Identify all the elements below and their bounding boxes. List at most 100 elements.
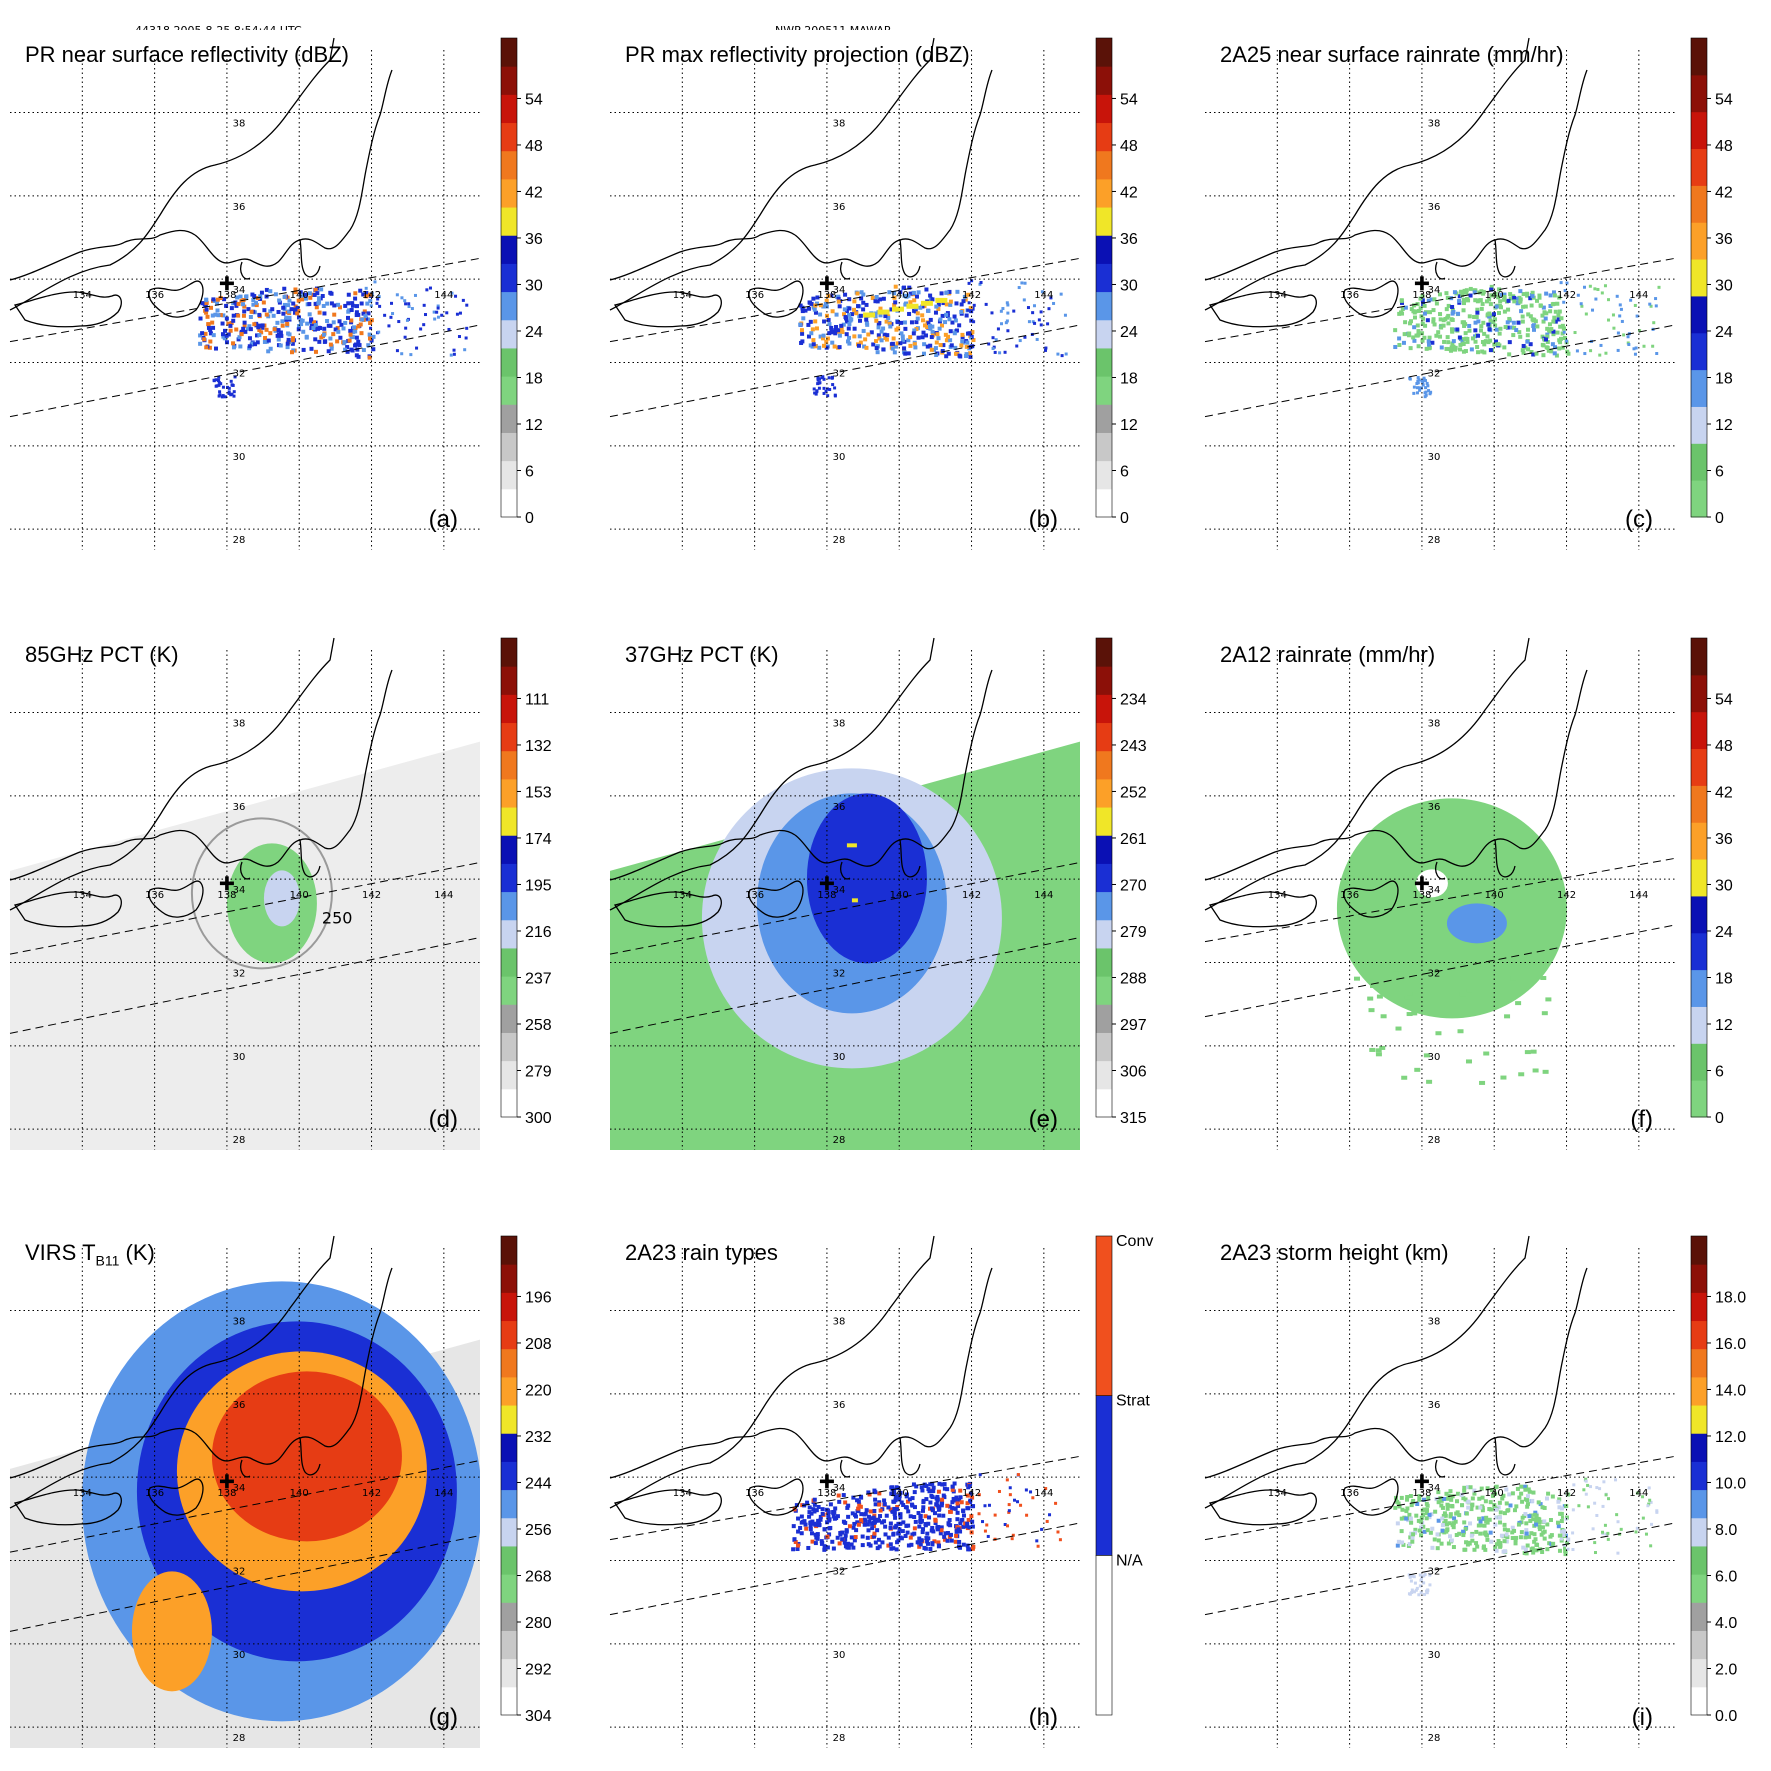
precip-pixel (953, 318, 958, 323)
precip-pixel (946, 351, 951, 356)
colorbar-segment (501, 460, 517, 490)
precip-pixel (812, 307, 817, 312)
colorbar-segment (501, 807, 517, 836)
colorbar-segment (1691, 74, 1707, 113)
precip-pixel (1540, 1525, 1545, 1530)
precip-pixel (991, 347, 995, 351)
precip-pixel (260, 323, 265, 328)
precip-pixel (1003, 350, 1007, 354)
precip-pixel (1542, 1519, 1547, 1524)
precip-pixel (328, 323, 333, 328)
precip-pixel (247, 324, 252, 329)
colorbar-segment (1096, 1088, 1112, 1118)
panel-title: 85GHz PCT (K) (25, 642, 179, 667)
precip-pixel (1555, 330, 1560, 335)
precip-pixel (1528, 314, 1533, 319)
precip-pixel (1501, 1493, 1506, 1498)
rain-type-pixel (867, 1492, 872, 1497)
rain-type-pixel (912, 1490, 917, 1495)
rain-type-pixel (857, 1502, 862, 1507)
rain-type-pixel (828, 1502, 833, 1507)
precip-pixel (1455, 327, 1460, 332)
precip-pixel (884, 337, 889, 342)
precip-pixel (410, 307, 414, 311)
precip-pixel (829, 325, 834, 330)
rain-type-pixel (1040, 1527, 1044, 1531)
precip-pixel (1571, 1508, 1575, 1512)
precip-pixel (1422, 303, 1427, 308)
precip-pixel (1530, 294, 1535, 299)
colorbar-frame (1690, 1235, 1708, 1716)
precip-pixel (1533, 1510, 1538, 1515)
precip-pixel (358, 288, 363, 293)
precip-pixel (237, 335, 242, 340)
precip-pixel (1423, 379, 1427, 383)
precip-pixel (221, 385, 225, 389)
rain-type-pixel (873, 1540, 878, 1545)
precip-pixel (1521, 292, 1526, 297)
colorbar-tick-label: 30 (1120, 277, 1138, 294)
precip-pixel (1448, 1489, 1453, 1494)
precip-pixel (1612, 326, 1616, 330)
precip-pixel (1005, 319, 1009, 323)
precip-pixel (813, 344, 818, 349)
precip-pixel (1557, 1497, 1562, 1502)
precip-pixel (1559, 1530, 1563, 1534)
precip-pixel (856, 304, 861, 309)
precip-pixel (1475, 310, 1480, 315)
precip-pixel (907, 311, 912, 316)
precip-pixel (1460, 320, 1465, 325)
precip-pixel (1511, 333, 1516, 338)
precip-pixel (1649, 1544, 1653, 1548)
colorbar-tick-label: 18 (1715, 370, 1733, 387)
precip-pixel (1525, 293, 1530, 298)
rain-type-pixel (822, 1544, 827, 1549)
precip-pixel (1562, 1543, 1566, 1547)
lon-tick-label: 138 (1412, 890, 1431, 901)
precip-pixel (1530, 1049, 1537, 1054)
precip-pixel (1440, 1523, 1445, 1528)
precip-pixel (1410, 1535, 1415, 1540)
precip-pixel (332, 312, 337, 317)
colorbar-segment (1691, 1658, 1707, 1688)
precip-pixel (1403, 320, 1408, 325)
panel-g-virs-tb11: 134 136 138 140 142 144 28 30 32 34 36 38 VIRS TB11… (0, 1228, 480, 1748)
precip-pixel (1005, 301, 1009, 305)
panel-i-2a23-storm-height: 134 136 138 140 142 144 28 30 32 34 36 38 2A23 stor… (1195, 1228, 1675, 1748)
precip-pixel (1629, 298, 1633, 302)
precip-pixel (1476, 333, 1481, 338)
contour-label: 250 (322, 908, 353, 927)
rain-type-pixel (799, 1514, 804, 1519)
precip-pixel (1416, 1518, 1421, 1523)
rain-type-pixel (886, 1505, 891, 1510)
precip-pixel (825, 336, 830, 341)
precip-pixel (978, 282, 982, 286)
precip-pixel (309, 323, 314, 328)
precip-pixel (1401, 1075, 1408, 1080)
precip-pixel (252, 294, 257, 299)
lon-tick-label: 140 (1485, 290, 1504, 301)
precip-pixel (927, 323, 932, 328)
rain-type-pixel (894, 1507, 899, 1512)
precip-pixel (1440, 1516, 1445, 1521)
precip-pixel (1410, 1591, 1414, 1595)
precip-pixel (1017, 286, 1021, 290)
precip-pixel (1479, 324, 1484, 329)
rain-type-pixel (808, 1524, 813, 1529)
precip-pixel (1428, 392, 1432, 396)
rain-type-pixel (831, 1546, 836, 1551)
precip-pixel (798, 322, 803, 327)
colorbar-tick-label: 24 (1715, 924, 1733, 941)
precip-pixel (1655, 1510, 1659, 1514)
precip-pixel (1559, 1519, 1564, 1524)
lon-tick-label: 134 (1268, 290, 1287, 301)
precip-pixel (1033, 321, 1037, 325)
precip-pixel (1482, 342, 1487, 347)
precip-pixel (413, 293, 417, 297)
colorbar-segment (501, 150, 517, 180)
precip-pixel (347, 338, 352, 343)
precip-pixel (1540, 1505, 1545, 1510)
colorbar-tick-label: 48 (1715, 738, 1733, 755)
precip-pixel (1487, 297, 1492, 302)
